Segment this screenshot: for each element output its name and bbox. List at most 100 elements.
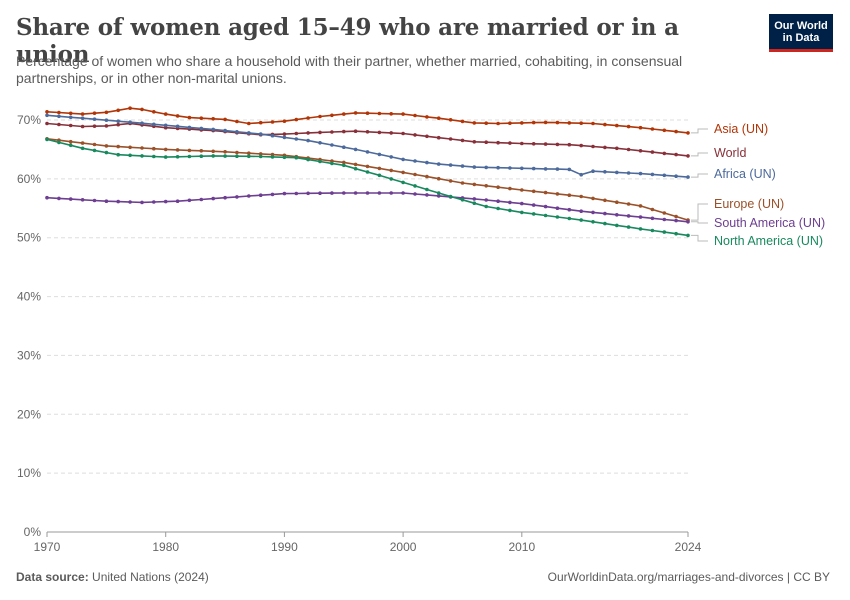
data-point	[80, 198, 85, 202]
data-source-value[interactable]: United Nations (2024)	[92, 570, 209, 584]
data-point	[104, 199, 109, 203]
x-tick-label: 1990	[271, 540, 298, 554]
data-point	[163, 123, 168, 128]
data-point	[448, 179, 453, 183]
data-point	[579, 143, 583, 148]
data-point	[686, 175, 690, 179]
data-point	[80, 116, 85, 120]
data-point	[258, 154, 263, 159]
data-point	[425, 193, 429, 197]
x-tick-label: 2024	[675, 540, 702, 554]
data-point	[92, 148, 97, 153]
data-point	[68, 197, 73, 201]
data-point	[389, 112, 394, 116]
data-point	[68, 115, 73, 120]
data-point	[638, 204, 643, 208]
data-point	[68, 143, 73, 148]
data-point	[650, 172, 655, 177]
data-point	[674, 174, 678, 178]
data-point	[57, 196, 61, 201]
data-point	[520, 166, 524, 171]
data-point	[235, 119, 239, 124]
data-point	[270, 192, 275, 197]
data-point	[306, 191, 310, 196]
data-point	[68, 111, 73, 116]
data-point	[674, 129, 678, 134]
data-point	[436, 162, 441, 166]
data-point	[45, 121, 49, 126]
data-point	[686, 220, 690, 224]
data-point	[401, 170, 405, 175]
data-point	[45, 113, 49, 118]
data-point	[163, 147, 168, 152]
data-point	[306, 138, 310, 143]
data-point	[258, 120, 263, 125]
data-point	[57, 140, 61, 145]
data-point	[413, 184, 417, 188]
data-point	[496, 199, 500, 203]
data-point	[401, 157, 405, 162]
data-point	[68, 123, 73, 128]
data-point	[282, 191, 287, 196]
data-point	[140, 121, 144, 125]
data-point	[187, 115, 192, 120]
data-point	[342, 160, 346, 165]
data-point	[543, 142, 548, 146]
data-point	[330, 191, 334, 195]
data-point	[626, 171, 631, 175]
data-point	[306, 116, 310, 120]
data-point	[626, 202, 631, 206]
data-point	[686, 154, 690, 158]
data-point	[187, 148, 192, 153]
data-point	[152, 200, 156, 204]
data-point	[365, 150, 370, 154]
y-tick-label: 50%	[17, 231, 41, 245]
data-point	[247, 151, 251, 155]
data-point	[57, 122, 61, 127]
data-point	[626, 147, 631, 152]
data-point	[567, 121, 572, 125]
data-point	[318, 130, 322, 135]
data-point	[342, 163, 346, 168]
data-point	[163, 199, 168, 204]
data-point	[140, 154, 144, 158]
data-point	[223, 150, 227, 154]
data-point	[650, 228, 655, 233]
series-label: Asia (UN)	[714, 122, 768, 136]
footer-url[interactable]: OurWorldinData.org/marriages-and-divorce…	[547, 570, 830, 584]
data-point	[401, 112, 405, 116]
data-point	[555, 215, 560, 219]
data-point	[484, 165, 489, 170]
data-point	[508, 200, 512, 205]
data-point	[365, 164, 370, 169]
axis-layer: 0% 10% 20% 30% 40% 50% 60% 70% 1970 1980 1990 2000 2…	[17, 113, 702, 554]
data-point	[626, 214, 631, 218]
data-point	[472, 165, 477, 169]
data-point	[591, 220, 595, 224]
data-point	[318, 141, 322, 145]
data-point	[235, 154, 239, 158]
data-point	[282, 119, 287, 123]
data-point	[175, 124, 180, 129]
data-point	[555, 142, 560, 147]
data-point	[484, 184, 489, 188]
data-point	[365, 191, 370, 195]
data-point	[543, 167, 548, 171]
data-point	[460, 181, 465, 185]
data-point	[436, 116, 441, 120]
data-point	[496, 206, 500, 211]
data-point	[140, 146, 144, 150]
data-point	[258, 152, 263, 156]
label-layer: Asia (UN) World Africa (UN) Europe (UN) Sout…	[691, 122, 825, 248]
data-point	[377, 152, 382, 157]
owid-logo[interactable]: Our World in Data	[769, 14, 833, 52]
data-point	[294, 137, 299, 141]
data-source: Data source: United Nations (2024)	[16, 570, 209, 584]
data-source-label: Data source:	[16, 570, 89, 584]
data-point	[650, 207, 655, 212]
x-tick-label: 1980	[152, 540, 179, 554]
data-point	[650, 216, 655, 221]
data-point	[496, 165, 500, 170]
data-point	[92, 111, 97, 115]
data-point	[638, 149, 643, 153]
